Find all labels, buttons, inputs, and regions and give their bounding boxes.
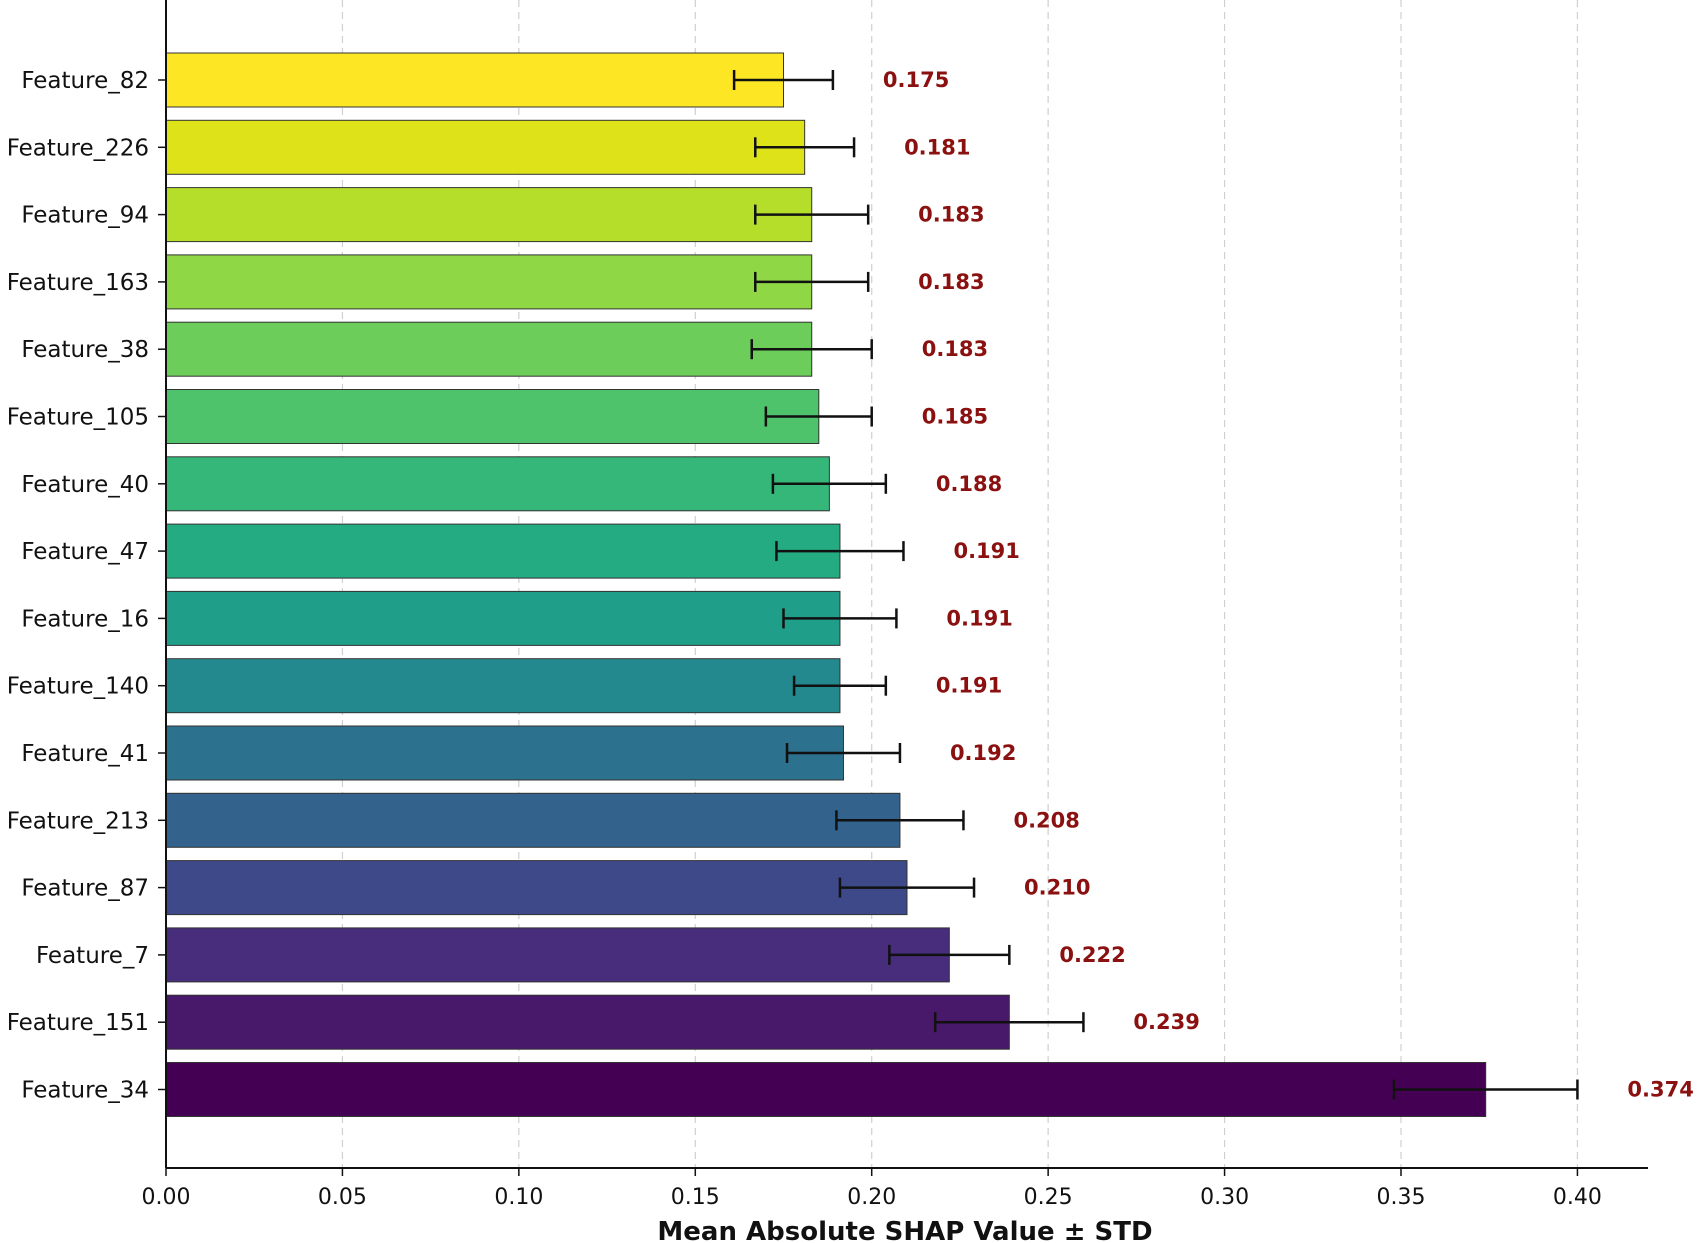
- value-label: 0.175: [883, 68, 949, 92]
- y-tick-labels: Feature_82 Feature_226 Feature_94 Feature_1…: [7, 68, 166, 1104]
- x-tick-label: 0.05: [318, 1185, 367, 1210]
- value-label: 0.210: [1024, 876, 1090, 900]
- error-bar: [1392, 1079, 1579, 1100]
- value-label: 0.191: [936, 674, 1002, 698]
- value-label: 0.181: [904, 135, 970, 159]
- x-tick-label: 0.10: [494, 1185, 543, 1210]
- value-label: 0.239: [1133, 1010, 1199, 1034]
- y-tick-label: Feature_213: [7, 808, 149, 834]
- x-tick-label: 0.25: [1024, 1185, 1073, 1210]
- x-tick-label: 0.20: [847, 1185, 896, 1210]
- bar-feature-47: [165, 523, 841, 579]
- error-bar: [732, 70, 835, 90]
- bar-feature-82: [165, 52, 784, 108]
- value-label: 0.183: [922, 337, 988, 361]
- error-bar: [888, 944, 1011, 965]
- y-tick-label: Feature_163: [7, 270, 149, 296]
- value-labels: 0.175 0.181 0.183 0.183 0.183 0.185 0.188 0.191…: [883, 68, 1694, 1102]
- value-label: 0.185: [922, 405, 988, 429]
- error-bar: [835, 810, 965, 831]
- y-tick-label: Feature_7: [36, 943, 149, 969]
- bar-feature-151: [165, 994, 1010, 1050]
- bar-feature-38: [165, 321, 813, 377]
- bar-feature-213: [165, 792, 901, 848]
- x-axis-title: Mean Absolute SHAP Value ± STD: [657, 1217, 1152, 1243]
- axes: [165, 0, 1648, 1169]
- value-label: 0.188: [936, 472, 1002, 496]
- value-label: 0.191: [946, 606, 1012, 630]
- bar-feature-16: [165, 590, 841, 646]
- x-tick-label: 0.30: [1200, 1185, 1249, 1210]
- bar-feature-105: [165, 389, 820, 444]
- y-tick-label: Feature_140: [7, 674, 149, 700]
- x-tick-label: 0.15: [671, 1185, 720, 1210]
- x-tick-label: 0.40: [1553, 1185, 1602, 1210]
- bar-feature-94: [165, 187, 813, 243]
- grid-lines: [341, 0, 1579, 1168]
- y-tick-label: Feature_105: [7, 405, 149, 431]
- y-tick-label: Feature_16: [21, 606, 149, 632]
- error-bar: [750, 339, 873, 360]
- y-tick-label: Feature_34: [21, 1078, 149, 1104]
- error-bar: [754, 204, 870, 225]
- bar-feature-140: [165, 658, 841, 714]
- error-bar: [785, 743, 902, 763]
- bar-feature-7: [165, 927, 950, 983]
- bar-feature-163: [165, 254, 813, 310]
- error-bar: [754, 271, 870, 292]
- error-bar: [838, 877, 976, 898]
- y-tick-label: Feature_82: [21, 68, 149, 94]
- value-label: 0.191: [953, 539, 1019, 563]
- error-bars: [732, 70, 1579, 1100]
- bar-feature-34: [165, 1062, 1487, 1117]
- x-tick-label: 0.35: [1377, 1185, 1426, 1210]
- value-label: 0.208: [1013, 808, 1079, 832]
- y-tick-label: Feature_41: [21, 741, 149, 767]
- y-tick-label: Feature_47: [21, 539, 149, 565]
- error-bar: [792, 675, 888, 696]
- y-tick-label: Feature_87: [21, 876, 149, 902]
- y-tick-label: Feature_226: [7, 135, 149, 161]
- y-tick-label: Feature_151: [7, 1010, 149, 1036]
- bar-feature-40: [165, 456, 830, 512]
- error-bar: [782, 608, 898, 629]
- error-bar: [775, 541, 905, 562]
- bars: [165, 52, 1487, 1117]
- error-bar: [771, 473, 888, 494]
- y-tick-label: Feature_38: [21, 337, 149, 363]
- value-label: 0.374: [1627, 1078, 1693, 1102]
- value-label: 0.192: [950, 741, 1016, 765]
- error-bar: [754, 137, 856, 158]
- error-bar: [764, 406, 873, 427]
- bar-feature-41: [165, 725, 844, 781]
- x-tick-label: 0.00: [142, 1185, 191, 1210]
- y-tick-label: Feature_40: [21, 472, 149, 498]
- value-label: 0.183: [918, 203, 984, 227]
- value-label: 0.222: [1059, 943, 1125, 967]
- y-tick-label: Feature_94: [21, 203, 149, 229]
- x-tick-labels: 0.00 0.05 0.10 0.15 0.20 0.25 0.30 0.35 0.40: [142, 1168, 1602, 1210]
- bar-feature-226: [165, 119, 806, 175]
- bar-feature-87: [165, 860, 908, 916]
- value-label: 0.183: [918, 270, 984, 294]
- error-bar: [933, 1012, 1085, 1033]
